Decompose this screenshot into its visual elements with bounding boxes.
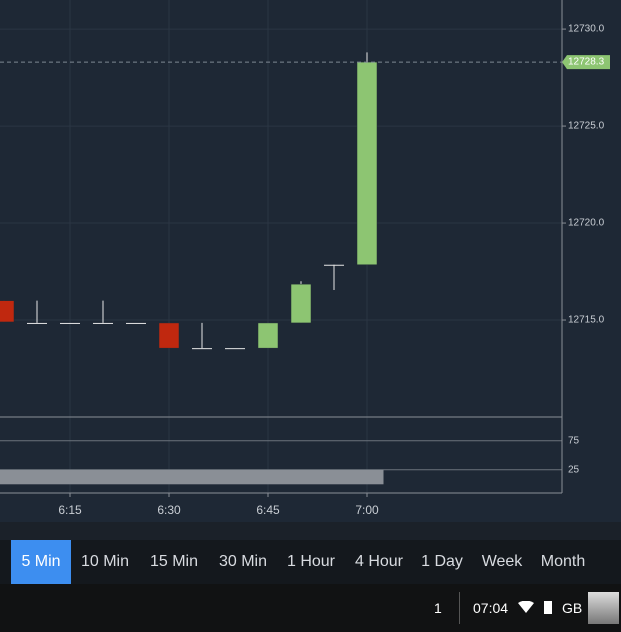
candle-body: [27, 322, 47, 324]
x-tick-label: 6:30: [157, 503, 181, 517]
chart-background: [0, 0, 621, 522]
y-tick-label: 12720.0: [568, 218, 605, 229]
timeframe-button[interactable]: 4 Hour: [349, 540, 409, 584]
indicator-bar: [251, 469, 285, 485]
status-bar: 1 07:04 GB: [0, 584, 621, 632]
y-tick-label: 25: [568, 464, 580, 475]
timeframe-button[interactable]: 30 Min: [213, 540, 273, 584]
x-tick-label: 6:45: [256, 503, 280, 517]
indicator-bar: [218, 469, 252, 485]
timeframe-button[interactable]: Week: [472, 540, 532, 584]
candle-body: [225, 348, 245, 350]
y-tick-label: 75: [568, 435, 580, 446]
candle-body: [192, 348, 212, 350]
indicator-bar: [119, 469, 153, 485]
notification-count: 1: [434, 600, 442, 616]
candle-body: [324, 264, 344, 266]
indicator-bar: [0, 469, 21, 485]
divider: [459, 592, 460, 624]
last-price-label: 12728.3: [568, 57, 605, 68]
candle-body: [356, 61, 378, 265]
candle-body: [0, 300, 15, 323]
x-tick-label: 6:15: [58, 503, 82, 517]
candle-body: [93, 322, 113, 324]
candle-body: [126, 322, 146, 324]
timeframe-button[interactable]: 10 Min: [75, 540, 135, 584]
timeframe-button[interactable]: 1 Hour: [281, 540, 341, 584]
indicator-bar: [20, 469, 54, 485]
clock: 07:04: [473, 600, 509, 616]
timeframe-button[interactable]: 15 Min: [144, 540, 204, 584]
indicator-bar: [53, 469, 87, 485]
indicator-bar: [284, 469, 318, 485]
avatar[interactable]: [588, 592, 619, 624]
wifi-icon: [518, 601, 534, 613]
last-price-tag: [562, 55, 610, 70]
indicator-bar: [86, 469, 120, 485]
indicator-bar: [185, 469, 219, 485]
timeframe-bar: 5 Min 10 Min 15 Min 30 Min 1 Hour 4 Hour…: [0, 540, 621, 584]
battery-icon: [544, 601, 552, 614]
timeframe-button[interactable]: Month: [533, 540, 593, 584]
timeframe-button[interactable]: 1 Day: [412, 540, 472, 584]
indicator-bar: [317, 469, 351, 485]
y-tick-label: 12730.0: [568, 24, 605, 35]
timeframe-button[interactable]: 5 Min: [11, 540, 71, 584]
language: GB: [562, 600, 583, 616]
candle-body: [290, 283, 312, 324]
candle-body: [158, 322, 180, 349]
candle-body: [257, 322, 279, 349]
y-tick-label: 12725.0: [568, 121, 605, 132]
indicator-bar: [152, 469, 186, 485]
chart: 12715.0 12720.0 12725.0 12730.0 6:15 6:30 6:45…: [0, 0, 621, 522]
x-tick-label: 7:00: [355, 503, 379, 517]
y-tick-label: 12715.0: [568, 315, 605, 326]
candle-body: [60, 322, 80, 324]
indicator-bar: [350, 469, 384, 485]
